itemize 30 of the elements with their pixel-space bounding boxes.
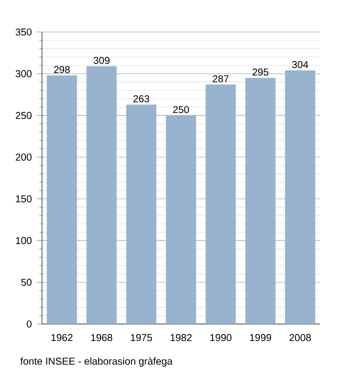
x-tick-label: 1990 [210, 334, 232, 342]
bar [126, 104, 156, 324]
y-tick-label: 100 [16, 237, 32, 244]
y-tick-label: 200 [16, 154, 32, 161]
y-tick-label: 0 [26, 320, 32, 328]
x-tick-label: 1999 [250, 334, 272, 342]
bar [46, 75, 77, 324]
source-note: fonte INSEE - elaborasion gràfega [20, 357, 173, 367]
x-tick-label: 2008 [290, 334, 311, 342]
bar [206, 84, 236, 324]
y-tick-label: 350 [16, 28, 32, 36]
x-tick-label: 1968 [91, 334, 112, 342]
y-tick-label: 300 [16, 70, 32, 78]
bar [245, 78, 276, 324]
data-label: 309 [94, 56, 110, 64]
y-tick-label: 150 [16, 195, 32, 202]
bar [86, 66, 117, 324]
y-tick-label: 250 [16, 112, 32, 119]
x-tick-label: 1975 [130, 334, 152, 342]
data-label: 295 [252, 68, 268, 76]
data-label: 263 [133, 95, 150, 102]
x-tick-label: 1962 [51, 334, 72, 342]
bar [166, 115, 196, 324]
data-label: 250 [173, 106, 189, 114]
data-label: 298 [54, 66, 70, 74]
data-label: 287 [212, 75, 229, 82]
data-label: 304 [292, 61, 308, 68]
y-tick-label: 50 [21, 278, 32, 286]
bar [285, 70, 316, 324]
x-tick-label: 1982 [170, 334, 192, 342]
